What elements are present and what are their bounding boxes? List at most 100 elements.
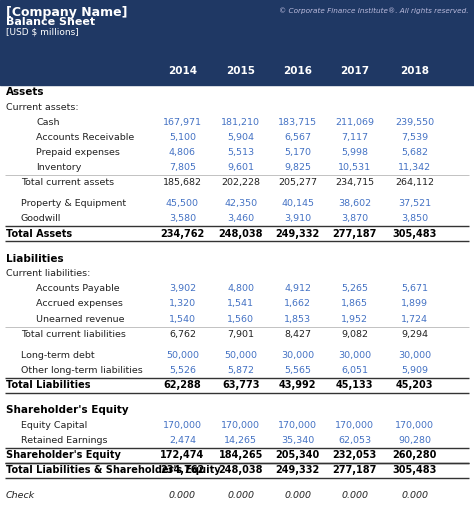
Text: Unearned revenue: Unearned revenue — [36, 314, 125, 323]
Bar — [0, 58, 474, 85]
Text: 1,952: 1,952 — [341, 314, 368, 323]
Text: Cash: Cash — [36, 118, 60, 127]
Text: 30,000: 30,000 — [398, 350, 431, 359]
Text: 170,000: 170,000 — [163, 421, 202, 430]
Text: Current assets:: Current assets: — [6, 103, 78, 112]
Text: 9,825: 9,825 — [284, 163, 311, 172]
Text: 0.000: 0.000 — [169, 491, 196, 500]
Text: 5,682: 5,682 — [401, 148, 428, 157]
Text: Total Liabilities: Total Liabilities — [6, 380, 90, 390]
Text: 30,000: 30,000 — [281, 350, 314, 359]
Text: Assets: Assets — [6, 87, 44, 97]
Text: 5,526: 5,526 — [169, 366, 196, 375]
Text: 5,909: 5,909 — [401, 366, 428, 375]
Text: Total current liabilities: Total current liabilities — [21, 330, 126, 339]
Text: Total current assets: Total current assets — [21, 178, 114, 187]
Text: 170,000: 170,000 — [395, 421, 434, 430]
Text: 5,170: 5,170 — [284, 148, 311, 157]
Text: 211,069: 211,069 — [335, 118, 374, 127]
Text: 62,053: 62,053 — [338, 436, 371, 445]
Text: 5,904: 5,904 — [228, 133, 254, 142]
Text: Balance Sheet: Balance Sheet — [6, 17, 95, 27]
Text: 170,000: 170,000 — [335, 421, 374, 430]
Text: Liabilities: Liabilities — [6, 254, 64, 264]
Text: 6,567: 6,567 — [284, 133, 311, 142]
Text: 4,800: 4,800 — [228, 284, 254, 294]
Text: 7,117: 7,117 — [341, 133, 368, 142]
Text: Long-term debt: Long-term debt — [21, 350, 94, 359]
Text: 3,460: 3,460 — [227, 214, 255, 223]
Text: Other long-term liabilities: Other long-term liabilities — [21, 366, 143, 375]
Text: 4,806: 4,806 — [169, 148, 196, 157]
Text: 1,853: 1,853 — [284, 314, 311, 323]
Text: 2,474: 2,474 — [169, 436, 196, 445]
Text: 183,715: 183,715 — [278, 118, 317, 127]
Text: 90,280: 90,280 — [398, 436, 431, 445]
Text: 37,521: 37,521 — [398, 199, 431, 208]
Text: 1,865: 1,865 — [341, 300, 368, 308]
Text: 3,870: 3,870 — [341, 214, 368, 223]
Text: 234,762: 234,762 — [160, 229, 205, 239]
Text: 5,565: 5,565 — [284, 366, 311, 375]
Text: Shareholder's Equity: Shareholder's Equity — [6, 450, 120, 460]
Text: 234,762: 234,762 — [160, 465, 205, 476]
Text: 5,998: 5,998 — [341, 148, 368, 157]
Text: 1,724: 1,724 — [401, 314, 428, 323]
Text: 3,910: 3,910 — [284, 214, 311, 223]
Text: 50,000: 50,000 — [166, 350, 199, 359]
Text: 205,340: 205,340 — [275, 450, 320, 460]
Text: 185,682: 185,682 — [163, 178, 202, 187]
Text: 2016: 2016 — [283, 66, 312, 77]
Text: 9,601: 9,601 — [228, 163, 254, 172]
Text: 1,899: 1,899 — [401, 300, 428, 308]
Text: 249,332: 249,332 — [275, 229, 320, 239]
Text: 205,277: 205,277 — [278, 178, 317, 187]
Text: 5,100: 5,100 — [169, 133, 196, 142]
Text: 3,850: 3,850 — [401, 214, 428, 223]
Text: 42,350: 42,350 — [224, 199, 257, 208]
Text: 260,280: 260,280 — [392, 450, 437, 460]
Text: 234,715: 234,715 — [335, 178, 374, 187]
Text: 35,340: 35,340 — [281, 436, 314, 445]
Text: 45,203: 45,203 — [396, 380, 434, 390]
Text: Inventory: Inventory — [36, 163, 82, 172]
Text: Check: Check — [6, 491, 35, 500]
Text: 3,902: 3,902 — [169, 284, 196, 294]
Text: 7,901: 7,901 — [228, 330, 254, 339]
Text: 30,000: 30,000 — [338, 350, 371, 359]
Text: 1,541: 1,541 — [228, 300, 254, 308]
Text: 7,539: 7,539 — [401, 133, 428, 142]
Text: 4,912: 4,912 — [284, 284, 311, 294]
Text: 1,560: 1,560 — [228, 314, 254, 323]
Text: [Company Name]: [Company Name] — [6, 6, 127, 19]
Text: 248,038: 248,038 — [219, 229, 263, 239]
Text: 3,580: 3,580 — [169, 214, 196, 223]
Text: 1,662: 1,662 — [284, 300, 311, 308]
Text: 50,000: 50,000 — [224, 350, 257, 359]
Text: 184,265: 184,265 — [219, 450, 263, 460]
Text: Accounts Payable: Accounts Payable — [36, 284, 119, 294]
Text: Current liabilities:: Current liabilities: — [6, 269, 90, 278]
Text: 63,773: 63,773 — [222, 380, 260, 390]
Text: 45,500: 45,500 — [166, 199, 199, 208]
Text: 172,474: 172,474 — [160, 450, 205, 460]
Text: 6,051: 6,051 — [341, 366, 368, 375]
Text: Accounts Receivable: Accounts Receivable — [36, 133, 134, 142]
Text: [USD $ millions]: [USD $ millions] — [6, 28, 78, 37]
Text: 181,210: 181,210 — [221, 118, 260, 127]
Text: Goodwill: Goodwill — [21, 214, 61, 223]
Text: 170,000: 170,000 — [278, 421, 317, 430]
Text: 43,992: 43,992 — [279, 380, 317, 390]
Text: 14,265: 14,265 — [224, 436, 257, 445]
Text: Prepaid expenses: Prepaid expenses — [36, 148, 120, 157]
Text: 167,971: 167,971 — [163, 118, 202, 127]
Text: 2018: 2018 — [400, 66, 429, 77]
Text: 11,342: 11,342 — [398, 163, 431, 172]
Text: 305,483: 305,483 — [392, 465, 437, 476]
Text: 239,550: 239,550 — [395, 118, 434, 127]
Text: 62,288: 62,288 — [164, 380, 201, 390]
Text: 264,112: 264,112 — [395, 178, 434, 187]
Bar — [0, 0, 474, 58]
Text: Shareholder's Equity: Shareholder's Equity — [6, 405, 128, 415]
Text: 9,082: 9,082 — [341, 330, 368, 339]
